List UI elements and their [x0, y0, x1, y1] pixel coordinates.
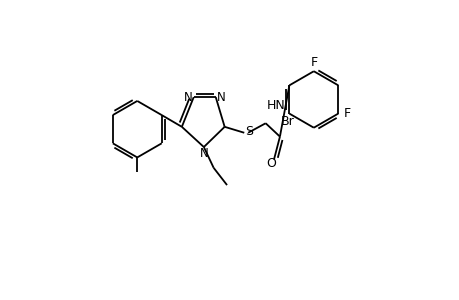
Text: O: O [265, 157, 275, 169]
Text: N: N [199, 147, 208, 160]
Text: N: N [183, 91, 192, 103]
Text: F: F [343, 107, 350, 120]
Text: S: S [245, 125, 252, 138]
Text: HN: HN [266, 98, 285, 112]
Text: Br: Br [280, 116, 294, 128]
Text: F: F [310, 56, 317, 69]
Text: N: N [217, 91, 225, 103]
